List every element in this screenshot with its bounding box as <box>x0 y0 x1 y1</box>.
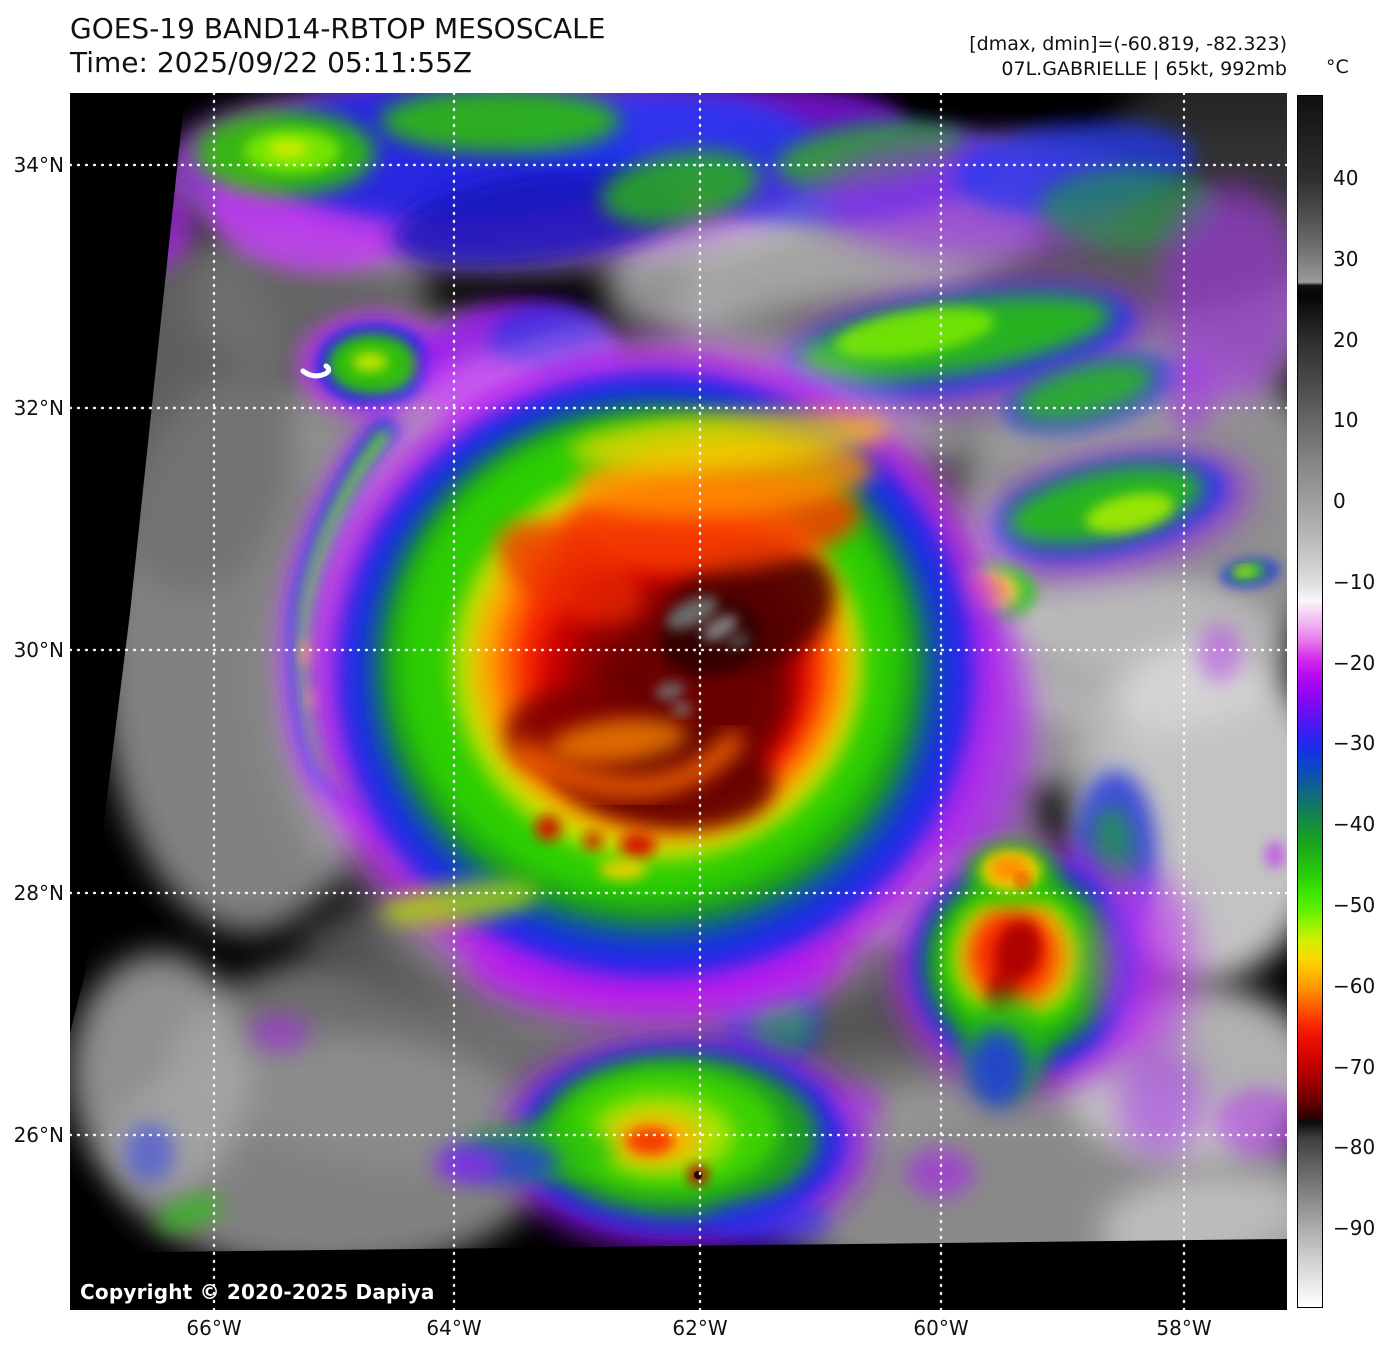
colorbar-tick-label: −50 <box>1333 893 1376 917</box>
colorbar-tick-label: −70 <box>1333 1054 1376 1079</box>
scene-shape <box>835 1085 885 1121</box>
scene-shape <box>535 815 561 841</box>
scene-shape <box>990 856 1030 882</box>
storm-status: 07L.GABRIELLE | 65kt, 992mb <box>1001 58 1287 81</box>
scene-shape <box>1198 623 1242 683</box>
lat-label: 34°N <box>13 153 64 177</box>
scene-shape <box>250 1013 310 1053</box>
lat-label: 32°N <box>13 396 64 420</box>
colorbar-tick-label: 10 <box>1333 408 1359 433</box>
colorbar-tick-label: −80 <box>1333 1135 1376 1160</box>
scene-shape <box>380 93 620 153</box>
scene-shape <box>600 150 760 226</box>
temperature-colorbar <box>1297 95 1323 1308</box>
colorbar-tick-label: −20 <box>1333 650 1376 675</box>
cloud-imagery <box>70 93 1287 1310</box>
scene-shape <box>1017 875 1029 887</box>
colorbar-tick-label: 20 <box>1333 327 1359 352</box>
scene-shape <box>968 1028 1028 1108</box>
scene-shape <box>995 921 1041 981</box>
lat-label: 30°N <box>13 638 64 662</box>
copyright-watermark: Copyright © 2020-2025 Dapiya <box>80 1280 435 1304</box>
lon-label: 62°W <box>672 1316 728 1340</box>
scene-shape <box>1115 1048 1205 1158</box>
dmax-dmin-readout: [dmax, dmin]=(-60.819, -82.323) <box>969 33 1287 55</box>
scene-shape <box>433 1147 503 1183</box>
scene-shape <box>352 352 388 372</box>
scene-shape <box>726 633 750 649</box>
scene-shape <box>268 140 308 158</box>
scene-shape <box>1085 493 1175 533</box>
lon-label: 60°W <box>913 1316 969 1340</box>
scene-shape <box>1090 868 1200 1058</box>
scene-shape <box>380 880 540 926</box>
scene-shape <box>710 1199 830 1243</box>
scene-shape <box>70 1239 1287 1310</box>
meta-block: [dmax, dmin]=(-60.819, -82.323) 07L.GABR… <box>969 32 1287 82</box>
colorbar-tick-label: −40 <box>1333 812 1376 837</box>
scene-shape <box>496 521 644 625</box>
lat-label: 26°N <box>13 1123 64 1147</box>
scene-shape <box>666 596 718 630</box>
satellite-scene <box>70 93 1287 1310</box>
colorbar-tick-label: 30 <box>1333 246 1359 271</box>
lon-label: 66°W <box>186 1316 242 1340</box>
scene-shape <box>548 717 688 765</box>
scene-shape <box>570 409 890 471</box>
scene-shape <box>599 860 647 880</box>
scene-shape <box>513 731 744 799</box>
scene-shape <box>626 1127 674 1155</box>
lon-label: 64°W <box>426 1316 482 1340</box>
title-block: GOES-19 BAND14-RBTOP MESOSCALE Time: 202… <box>70 12 605 79</box>
scene-shape <box>125 1123 175 1183</box>
scene-shape <box>70 93 185 1033</box>
colorbar-tick-label: −90 <box>1333 1216 1376 1241</box>
scene-shape <box>1265 841 1285 869</box>
satellite-image <box>70 93 1287 1310</box>
lat-label: 28°N <box>13 881 64 905</box>
scene-shape <box>1236 566 1252 576</box>
timestamp: Time: 2025/09/22 05:11:55Z <box>70 45 473 79</box>
scene-shape <box>672 703 692 715</box>
colorbar-unit-label: °C <box>1326 56 1349 78</box>
colorbar-tick-label: −30 <box>1333 731 1376 756</box>
scene-shape <box>1165 353 1215 433</box>
colorbar-tick-label: −60 <box>1333 973 1376 998</box>
colorbar-tick-label: 40 <box>1333 166 1359 191</box>
scene-shape <box>655 681 685 701</box>
scene-shape <box>620 832 656 858</box>
scene-shape <box>584 832 602 850</box>
scene-shape <box>1215 1088 1287 1158</box>
lon-label: 58°W <box>1156 1316 1212 1340</box>
graticule <box>70 93 1287 1310</box>
scene-shape <box>701 614 739 642</box>
scene-shape <box>1016 361 1154 421</box>
scene-shape <box>300 363 332 379</box>
scene-shape <box>1160 183 1287 403</box>
colorbar-tick-label: −10 <box>1333 569 1376 594</box>
colorbar-tick-label: 0 <box>1333 489 1346 514</box>
scene-shape <box>835 307 995 359</box>
scene-shape <box>70 953 250 1193</box>
scene-shape <box>156 1194 224 1232</box>
page-title: GOES-19 BAND14-RBTOP MESOSCALE <box>70 12 606 45</box>
